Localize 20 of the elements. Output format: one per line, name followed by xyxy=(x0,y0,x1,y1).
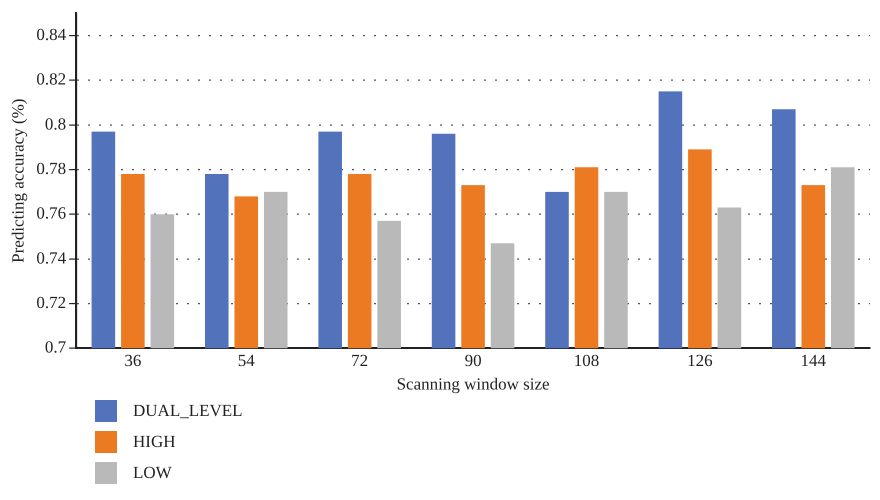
legend-label: LOW xyxy=(133,462,172,482)
legend-label: DUAL_LEVEL xyxy=(133,400,243,420)
y-tick-label: 0.84 xyxy=(36,25,67,44)
x-tick-label: 144 xyxy=(800,350,827,370)
y-tick-label: 0.76 xyxy=(36,204,66,223)
x-tick-label: 54 xyxy=(238,350,256,370)
x-axis-title: Scanning window size xyxy=(396,374,550,394)
y-tick-label: 0.78 xyxy=(36,159,66,178)
y-tick-label: 0.82 xyxy=(36,70,66,89)
y-axis-title: Predicting accuracy (%) xyxy=(8,98,28,263)
x-tick-label: 90 xyxy=(464,350,482,370)
x-tick-label: 72 xyxy=(351,350,368,370)
y-tick-label: 0.8 xyxy=(44,114,66,134)
x-tick-label: 108 xyxy=(574,350,600,370)
x-tick-label: 126 xyxy=(687,350,713,370)
y-tick-label: 0.72 xyxy=(36,293,66,312)
x-tick-label: 36 xyxy=(124,350,142,370)
legend-label: HIGH xyxy=(133,432,176,452)
y-tick-label: 0.74 xyxy=(36,248,67,268)
y-tick-label: 0.7 xyxy=(44,338,67,357)
